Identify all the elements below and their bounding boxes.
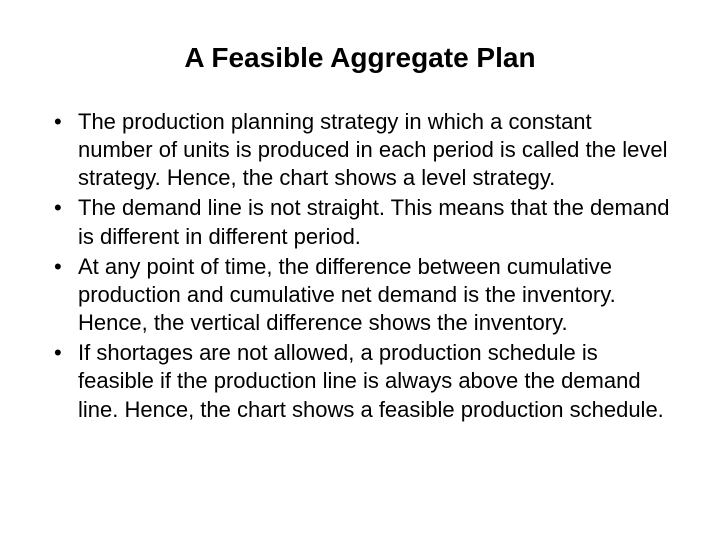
list-item: The demand line is not straight. This me… (48, 194, 672, 250)
slide-title: A Feasible Aggregate Plan (48, 42, 672, 74)
slide: A Feasible Aggregate Plan The production… (0, 0, 720, 540)
list-item: The production planning strategy in whic… (48, 108, 672, 192)
list-item: At any point of time, the difference bet… (48, 253, 672, 337)
bullet-list: The production planning strategy in whic… (48, 108, 672, 424)
list-item: If shortages are not allowed, a producti… (48, 339, 672, 423)
